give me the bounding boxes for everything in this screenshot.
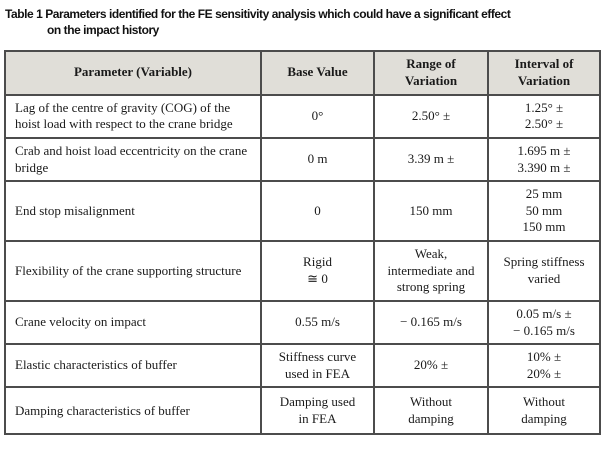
- cell-range-of-variation: 2.50° ±: [373, 93, 489, 139]
- table-row: Lag of the centre of gravity (COG) of th…: [4, 93, 601, 139]
- table-row: Crane velocity on impact 0.55 m/s − 0.16…: [4, 299, 601, 346]
- cell-base-value: 0°: [260, 93, 375, 139]
- cell-base-value: Rigid ≅ 0: [260, 240, 375, 302]
- cell-range-of-variation: Without damping: [373, 386, 489, 436]
- table-row: Damping characteristics of buffer Dampin…: [4, 386, 601, 436]
- table-caption: Table 1 Parameters identified for the FE…: [0, 0, 603, 50]
- cell-range-of-variation: − 0.165 m/s: [373, 299, 489, 346]
- table-row: Crab and hoist load eccentricity on the …: [4, 136, 601, 183]
- cell-interval-of-variation: 1.25° ± 2.50° ±: [487, 93, 601, 139]
- cell-base-value: 0: [260, 180, 375, 243]
- header-row: Parameter (Variable) Base Value Range of…: [4, 49, 601, 96]
- table-caption-text: Parameters identified for the FE sensiti…: [45, 7, 511, 37]
- cell-range-of-variation: 20% ±: [373, 343, 489, 389]
- parameters-table: Parameter (Variable) Base Value Range of…: [4, 49, 601, 436]
- cell-interval-of-variation: 25 mm 50 mm 150 mm: [487, 180, 601, 243]
- cell-base-value: 0 m: [260, 136, 375, 183]
- cell-base-value: Stiffness curve used in FEA: [260, 343, 375, 389]
- table-row: Elastic characteristics of buffer Stiffn…: [4, 343, 601, 389]
- header-base-value: Base Value: [260, 49, 375, 96]
- cell-interval-of-variation: 1.695 m ± 3.390 m ±: [487, 136, 601, 183]
- cell-interval-of-variation: Without damping: [487, 386, 601, 436]
- cell-base-value: Damping used in FEA: [260, 386, 375, 436]
- cell-base-value: 0.55 m/s: [260, 299, 375, 346]
- cell-parameter: Crane velocity on impact: [4, 299, 262, 346]
- cell-interval-of-variation: Spring stiffness varied: [487, 240, 601, 302]
- cell-range-of-variation: 150 mm: [373, 180, 489, 243]
- cell-parameter: Damping characteristics of buffer: [4, 386, 262, 436]
- cell-parameter: Lag of the centre of gravity (COG) of th…: [4, 93, 262, 139]
- table-row: Flexibility of the crane supporting stru…: [4, 240, 601, 302]
- cell-parameter: End stop misalignment: [4, 180, 262, 243]
- cell-range-of-variation: 3.39 m ±: [373, 136, 489, 183]
- cell-range-of-variation: Weak, intermediate and strong spring: [373, 240, 489, 302]
- cell-interval-of-variation: 0.05 m/s ± − 0.165 m/s: [487, 299, 601, 346]
- cell-parameter: Flexibility of the crane supporting stru…: [4, 240, 262, 302]
- cell-interval-of-variation: 10% ± 20% ±: [487, 343, 601, 389]
- header-range-of-variation: Range of Variation: [373, 49, 489, 96]
- cell-parameter: Crab and hoist load eccentricity on the …: [4, 136, 262, 183]
- header-interval-of-variation: Interval of Variation: [487, 49, 601, 96]
- table-caption-label: Table 1: [5, 7, 43, 21]
- table-row: End stop misalignment 0 150 mm 25 mm 50 …: [4, 180, 601, 243]
- cell-parameter: Elastic characteristics of buffer: [4, 343, 262, 389]
- header-parameter: Parameter (Variable): [4, 49, 262, 96]
